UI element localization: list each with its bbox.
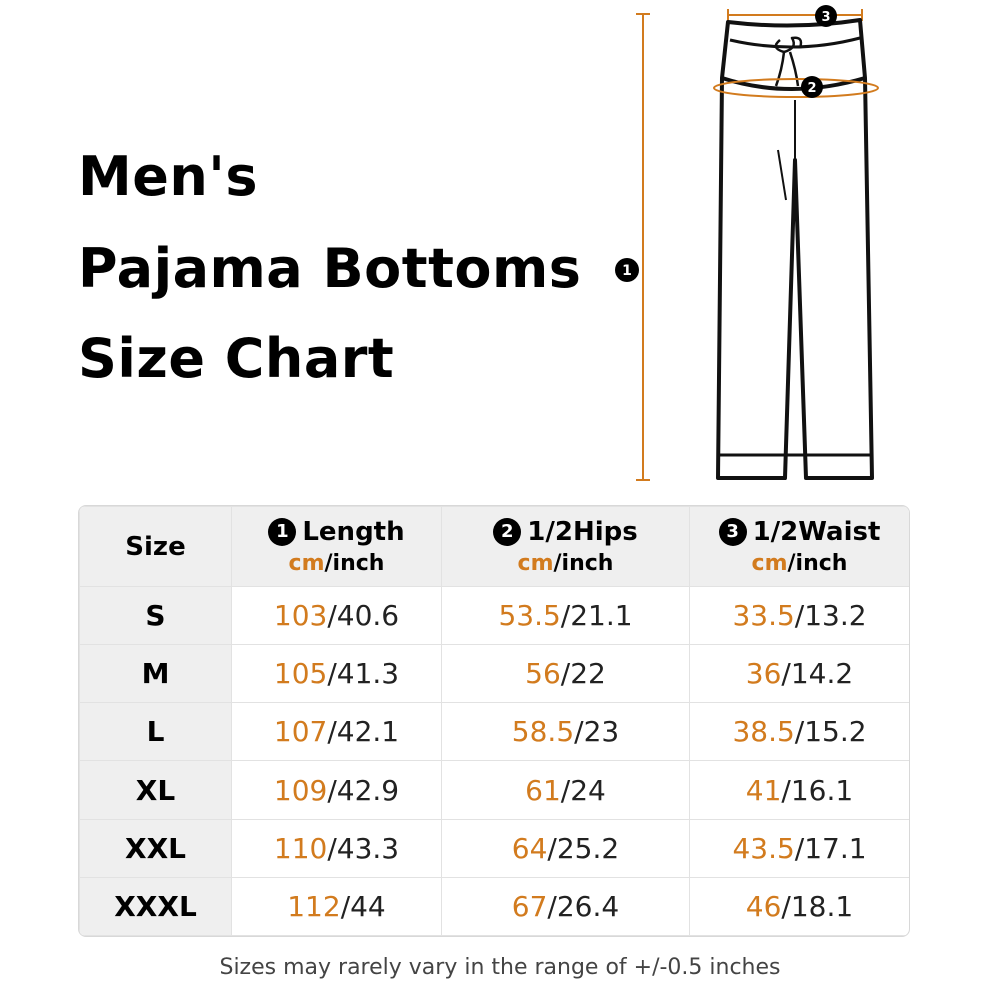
size-cell: S bbox=[79, 585, 232, 646]
pants-outline bbox=[716, 18, 874, 480]
size-cell: XXXL bbox=[79, 876, 232, 936]
hips-measure-ellipse bbox=[713, 78, 879, 98]
waist-badge-icon: 3 bbox=[718, 518, 747, 546]
header-size: Size bbox=[79, 506, 232, 587]
size-cell: XL bbox=[79, 760, 232, 820]
length-badge-icon: 1 bbox=[268, 518, 297, 546]
pajama-pants-diagram: 3 2 bbox=[636, 5, 879, 481]
title-line-2: Pajama Bottoms bbox=[78, 237, 582, 300]
waist-cell: 43.5/17.1 bbox=[689, 818, 909, 878]
size-cell: XXL bbox=[79, 818, 232, 878]
size-variance-note: Sizes may rarely vary in the range of +/… bbox=[219, 955, 781, 980]
waist-cell: 46/18.1 bbox=[689, 876, 909, 936]
title-line-3: Size Chart bbox=[78, 327, 395, 390]
waist-cell: 36/14.2 bbox=[689, 644, 909, 704]
length-marker-icon: 1 bbox=[615, 258, 639, 282]
waist-marker-icon: 3 bbox=[815, 5, 837, 27]
hips-marker-icon: 2 bbox=[801, 76, 823, 98]
title-line-1: Men's bbox=[78, 145, 258, 208]
hips-badge-icon: 2 bbox=[493, 518, 522, 546]
table-row: L 107/42.1 58.5/23 38.5/15.2 bbox=[79, 702, 909, 762]
header-length: 1 Length cm/inch bbox=[231, 506, 442, 587]
table-row: XXL 110/43.3 64/25.2 43.5/17.1 bbox=[79, 818, 909, 878]
table-row: S 103/40.6 53.5/21.1 33.5/13.2 bbox=[79, 585, 909, 646]
waist-marker-label: 3 bbox=[821, 10, 830, 25]
length-cell: 112/44 bbox=[231, 876, 442, 936]
waist-cell: 38.5/15.2 bbox=[689, 702, 909, 762]
waist-cell: 41/16.1 bbox=[689, 760, 909, 820]
length-marker-label: 1 bbox=[622, 263, 632, 279]
table-row: M 105/41.3 56/22 36/14.2 bbox=[79, 644, 909, 704]
length-cell: 107/42.1 bbox=[231, 702, 442, 762]
hips-cell: 61/24 bbox=[441, 760, 690, 820]
length-cell: 103/40.6 bbox=[231, 585, 442, 646]
length-cell: 109/42.9 bbox=[231, 760, 442, 820]
size-cell: M bbox=[79, 644, 232, 704]
waist-cell: 33.5/13.2 bbox=[689, 585, 909, 646]
table-row: XXXL 112/44 67/26.4 46/18.1 bbox=[79, 876, 909, 936]
header-length-label: Length bbox=[302, 517, 405, 547]
header-length-unit: cm/inch bbox=[288, 551, 385, 576]
hips-cell: 56/22 bbox=[441, 644, 690, 704]
length-cell: 105/41.3 bbox=[231, 644, 442, 704]
header-hips-label: 1/2Hips bbox=[527, 517, 638, 547]
hips-cell: 58.5/23 bbox=[441, 702, 690, 762]
size-cell: L bbox=[79, 702, 232, 762]
header-waist: 3 1/2Waist cm/inch bbox=[689, 506, 909, 587]
hips-cell: 67/26.4 bbox=[441, 876, 690, 936]
header-waist-label: 1/2Waist bbox=[752, 517, 881, 547]
length-cell: 110/43.3 bbox=[231, 818, 442, 878]
header-hips: 2 1/2Hips cm/inch bbox=[441, 506, 690, 587]
waist-measure-line bbox=[727, 9, 863, 21]
hips-marker-label: 2 bbox=[807, 81, 816, 96]
header-hips-unit: cm/inch bbox=[517, 551, 614, 576]
header-waist-unit: cm/inch bbox=[751, 551, 848, 576]
hips-cell: 64/25.2 bbox=[441, 818, 690, 878]
hips-cell: 53.5/21.1 bbox=[441, 585, 690, 646]
table-row: XL 109/42.9 61/24 41/16.1 bbox=[79, 760, 909, 820]
length-measure-line bbox=[636, 13, 650, 481]
